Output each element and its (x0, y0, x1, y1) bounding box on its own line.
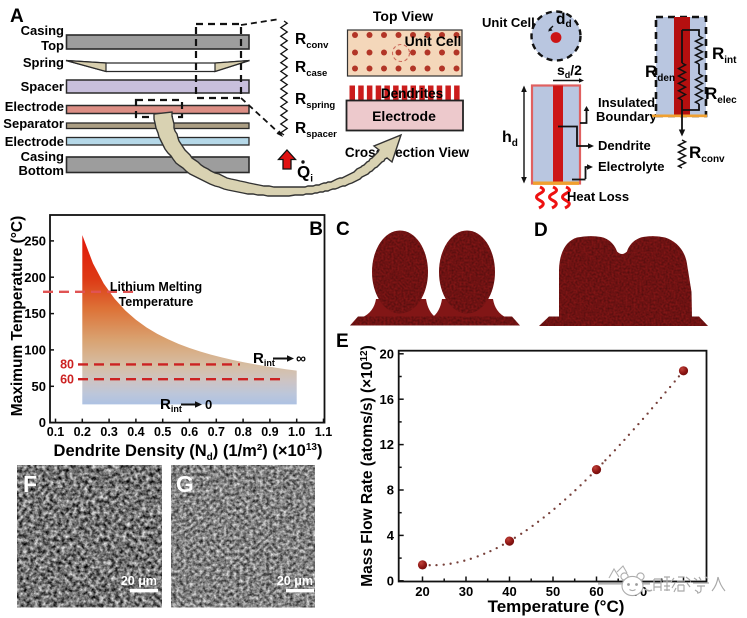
svg-text:Dendrite Density (Nd) (1/m²) (: Dendrite Density (Nd) (1/m²) (×1013) (54, 442, 323, 463)
svg-text:Unit Cell: Unit Cell (405, 33, 462, 49)
svg-text:Lithium Melting: Lithium Melting (110, 280, 202, 294)
svg-text:0.8: 0.8 (234, 425, 251, 439)
svg-text:0.9: 0.9 (261, 425, 278, 439)
svg-text:C: C (336, 219, 350, 240)
svg-text:D: D (534, 220, 548, 241)
svg-text:0.1: 0.1 (47, 425, 64, 439)
svg-text:Spacer: Spacer (21, 79, 64, 94)
svg-text:Top: Top (41, 38, 64, 53)
svg-text:0.3: 0.3 (100, 425, 117, 439)
svg-text:Heat Loss: Heat Loss (567, 189, 629, 204)
svg-text:12: 12 (380, 437, 394, 452)
svg-text:sd/2: sd/2 (557, 62, 582, 80)
svg-text:Spring: Spring (23, 55, 64, 70)
svg-text:40: 40 (502, 584, 516, 599)
svg-text:Casing: Casing (21, 23, 64, 38)
svg-text:A: A (10, 6, 24, 27)
svg-text:Temperature (°C): Temperature (°C) (488, 597, 625, 616)
svg-text:0.2: 0.2 (74, 425, 91, 439)
svg-text:G: G (176, 471, 194, 497)
svg-text:0.5: 0.5 (154, 425, 171, 439)
svg-text:20 μm: 20 μm (277, 574, 313, 588)
svg-text:50: 50 (32, 379, 46, 394)
svg-text:8: 8 (387, 483, 394, 498)
svg-text:30: 30 (459, 584, 473, 599)
svg-text:1.1: 1.1 (315, 425, 332, 439)
svg-text:50: 50 (546, 584, 560, 599)
svg-text:1.0: 1.0 (288, 425, 305, 439)
svg-text:F: F (23, 471, 37, 497)
svg-text:∞: ∞ (296, 350, 306, 366)
svg-text:Temperature: Temperature (119, 295, 194, 309)
svg-text:Top View: Top View (373, 8, 433, 24)
svg-text:Maximum Temperature (°C): Maximum Temperature (°C) (9, 216, 26, 417)
svg-text:Electrode: Electrode (372, 108, 436, 124)
svg-text:20: 20 (380, 347, 394, 362)
svg-text:Insulated: Insulated (598, 95, 655, 110)
svg-text:Dendrite: Dendrite (598, 138, 651, 153)
svg-text:Boundary: Boundary (596, 109, 657, 124)
svg-text:20 μm: 20 μm (121, 574, 157, 588)
svg-text:150: 150 (24, 306, 46, 321)
svg-text:Electrode: Electrode (5, 134, 64, 149)
svg-text:0: 0 (387, 574, 394, 589)
svg-text:0.4: 0.4 (127, 425, 144, 439)
svg-text:4: 4 (387, 528, 395, 543)
svg-text:0: 0 (205, 397, 212, 412)
svg-text:Cross-section View: Cross-section View (345, 145, 470, 160)
svg-text:Electrode: Electrode (5, 99, 64, 114)
svg-text:Mass Flow Rate (atoms/s) (×101: Mass Flow Rate (atoms/s) (×1012) (359, 345, 376, 587)
svg-text:80: 80 (60, 358, 74, 372)
svg-text:60: 60 (60, 373, 74, 387)
svg-text:250: 250 (24, 234, 46, 249)
svg-text:60: 60 (589, 584, 603, 599)
svg-text:16: 16 (380, 392, 394, 407)
svg-text:0.7: 0.7 (208, 425, 225, 439)
svg-text:Casing: Casing (21, 149, 64, 164)
svg-text:Bottom: Bottom (19, 163, 65, 178)
svg-text:200: 200 (24, 270, 46, 285)
svg-text:0.6: 0.6 (181, 425, 198, 439)
svg-text:100: 100 (24, 343, 46, 358)
svg-text:Qi: Qi (297, 163, 313, 185)
svg-text:B: B (309, 219, 323, 240)
svg-text:E: E (336, 331, 349, 352)
svg-text:0: 0 (39, 415, 46, 430)
svg-text:20: 20 (415, 584, 429, 599)
svg-text:Unit Cell: Unit Cell (482, 15, 535, 30)
svg-text:Separator: Separator (3, 116, 64, 131)
svg-text:Electrolyte: Electrolyte (598, 159, 664, 174)
svg-text:Dendrites: Dendrites (381, 86, 443, 101)
